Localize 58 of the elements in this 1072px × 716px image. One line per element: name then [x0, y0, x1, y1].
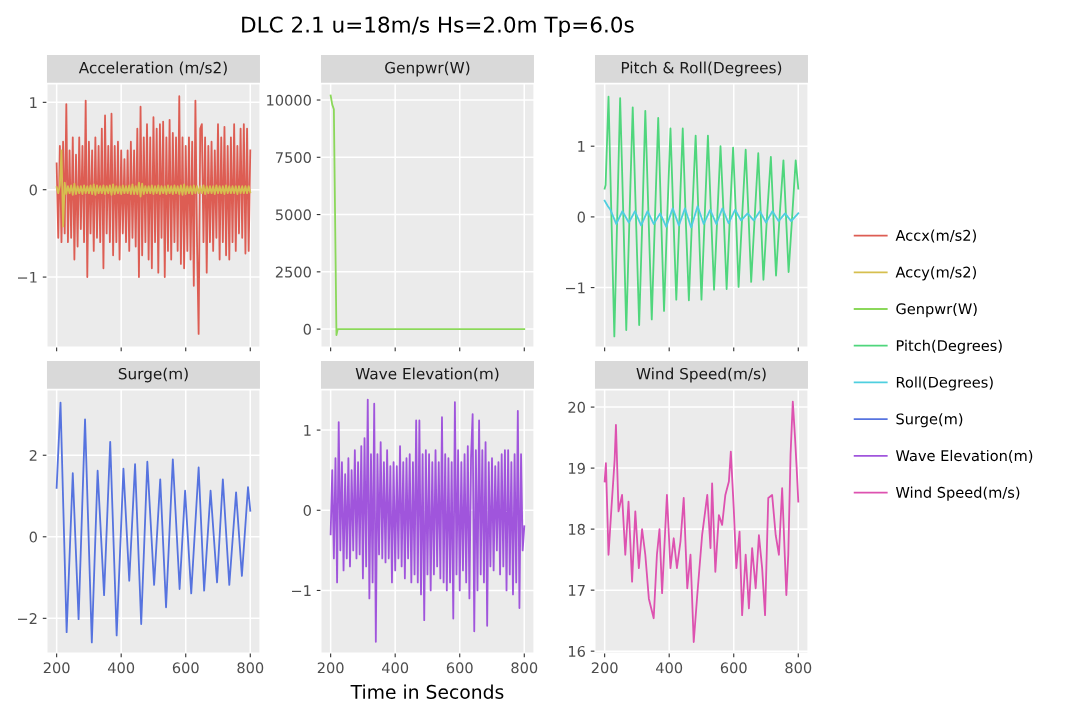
- x-tick-label: 600: [446, 662, 473, 674]
- x-tick-label: 200: [591, 662, 618, 674]
- y-tick-label: −1: [17, 271, 37, 283]
- line-series: [55, 95, 252, 335]
- text: DLC 2.1 u=18m/s Hs=2.0m Tp=6.0s: [242, 16, 634, 37]
- chart-title: Surge(m): [118, 367, 188, 383]
- y-tick-label: −2: [17, 613, 37, 624]
- y-tick-label: 19: [568, 462, 585, 474]
- y-tick-label: 20: [568, 401, 585, 413]
- x-tick-label: 600: [720, 662, 747, 674]
- line-series: [329, 398, 526, 643]
- x-tick-label: 800: [511, 662, 538, 674]
- legend-label: Accx(m/s2): [895, 229, 976, 243]
- x-axis-title: Time in Seconds: [350, 684, 504, 699]
- y-tick-label: 0: [29, 531, 37, 543]
- line-series: [603, 95, 800, 338]
- chart-title: Wave Elevation(m): [355, 367, 499, 382]
- y-tick-label: 10000: [267, 94, 311, 106]
- y-tick-label: 2500: [275, 266, 311, 278]
- line-series: [603, 199, 800, 229]
- y-tick-label: 18: [568, 523, 585, 535]
- y-tick-label: −1: [291, 585, 311, 596]
- chart-title: Pitch & Roll(Degrees): [621, 61, 782, 77]
- chart-title: Acceleration (m/s2): [78, 61, 227, 76]
- legend-label: Genpwr(W): [896, 303, 977, 318]
- line-series: [55, 401, 252, 644]
- line-series: [603, 400, 800, 643]
- legend-label: Surge(m): [896, 413, 963, 428]
- legend-label: Wind Speed(m/s): [895, 486, 1020, 501]
- x-tick-label: 200: [43, 662, 70, 674]
- legend-label: Pitch(Degrees): [896, 339, 1002, 354]
- y-tick-label: −1: [565, 282, 585, 294]
- x-tick-label: 800: [237, 662, 264, 674]
- y-tick-label: 0: [303, 504, 311, 517]
- y-tick-label: 0: [29, 184, 37, 196]
- y-tick-label: 5000: [275, 209, 311, 221]
- legend-label: Accy(m/s2): [895, 266, 976, 281]
- y-tick-label: 1: [578, 141, 585, 152]
- line-series: [55, 149, 252, 228]
- y-tick-label: 0: [577, 211, 585, 223]
- x-tick-label: 600: [172, 662, 199, 674]
- x-tick-label: 800: [785, 662, 812, 674]
- y-tick-label: 1: [304, 425, 311, 436]
- y-tick-label: 2: [29, 449, 37, 461]
- legend-label: Wave Elevation(m): [895, 449, 1033, 463]
- x-tick-label: 400: [655, 662, 683, 674]
- x-tick-label: 200: [317, 662, 344, 674]
- y-tick-label: 7500: [276, 152, 311, 164]
- line-series: [329, 94, 526, 336]
- chart-title: Genpwr(W): [385, 61, 470, 77]
- y-tick-label: 0: [303, 323, 311, 335]
- y-tick-label: 16: [568, 645, 586, 657]
- x-tick-label: 400: [381, 662, 409, 674]
- chart-title: Wind Speed(m/s): [636, 367, 766, 383]
- x-tick-label: 400: [107, 662, 135, 674]
- legend-label: Roll(Degrees): [896, 376, 993, 391]
- y-tick-label: 17: [568, 585, 585, 596]
- y-tick-label: 1: [30, 97, 37, 108]
